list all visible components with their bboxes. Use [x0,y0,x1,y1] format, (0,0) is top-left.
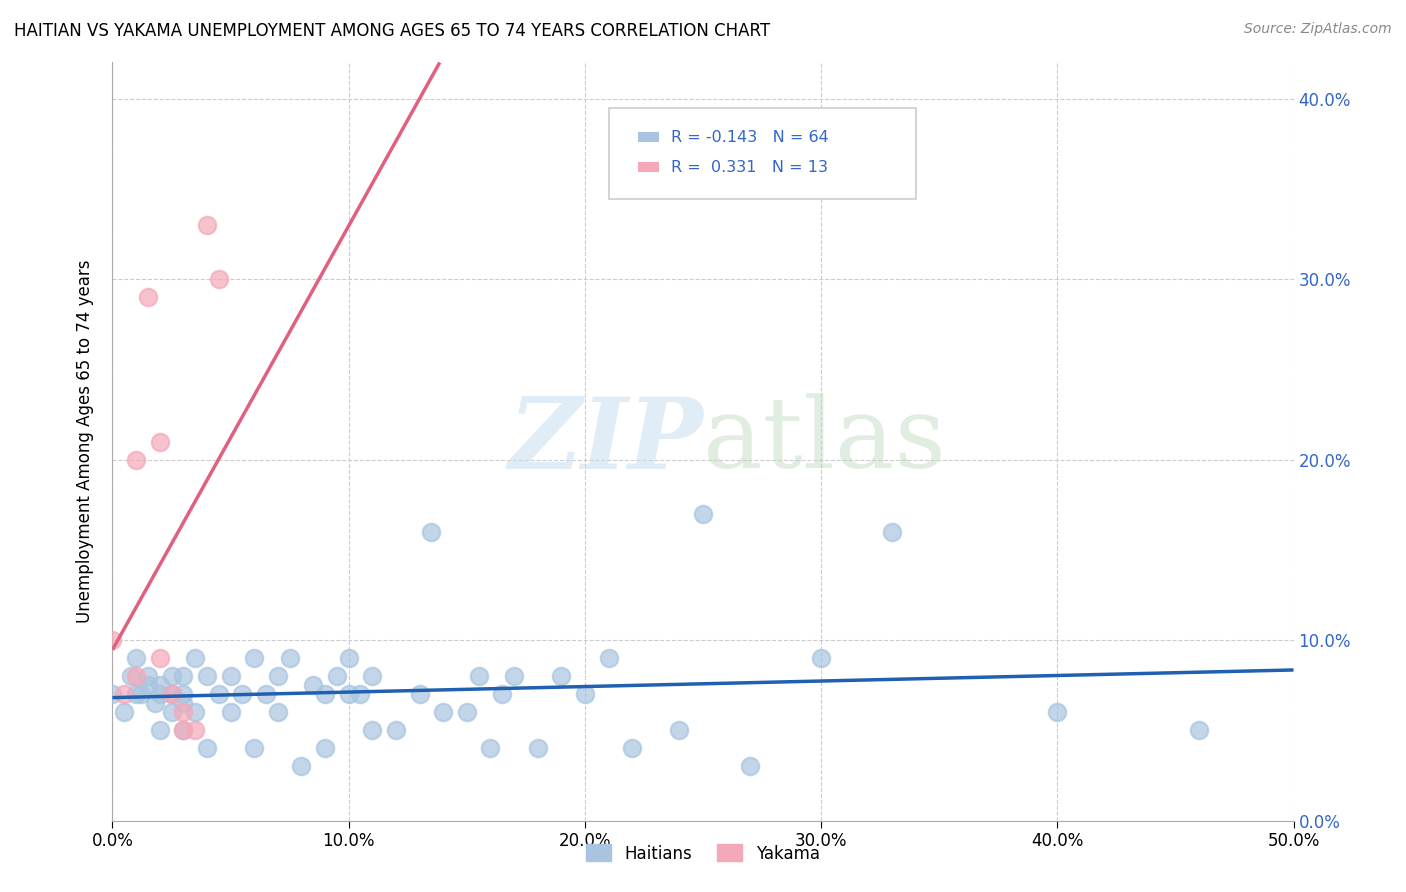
Point [432,706,454,720]
Point [598,651,620,665]
FancyBboxPatch shape [638,162,659,172]
FancyBboxPatch shape [638,132,659,142]
Point [349,687,371,701]
Point [1188,723,1211,738]
Point [136,290,159,304]
Legend: Haitians, Yakama: Haitians, Yakama [579,838,827,869]
Point [302,678,325,692]
Point [149,687,172,701]
Point [125,669,148,683]
Point [172,723,194,738]
Point [195,669,218,683]
Point [149,434,172,449]
Point [160,706,183,720]
Point [491,687,513,701]
Point [160,669,183,683]
Point [456,706,478,720]
Point [129,687,152,701]
Point [149,651,172,665]
Point [621,741,644,756]
Point [267,706,290,720]
Point [143,696,166,710]
Point [172,687,194,701]
Y-axis label: Unemployment Among Ages 65 to 74 years: Unemployment Among Ages 65 to 74 years [76,260,94,624]
Point [267,669,290,683]
Point [231,687,253,701]
Point [184,651,207,665]
Point [125,687,148,701]
Point [880,524,903,539]
Point [467,669,489,683]
Point [172,723,194,738]
Text: R = -0.143   N = 64: R = -0.143 N = 64 [671,129,828,145]
Point [503,669,526,683]
Point [337,687,360,701]
Point [668,723,690,738]
Point [810,651,832,665]
Point [361,669,384,683]
Point [172,696,194,710]
Point [136,669,159,683]
Point [172,669,194,683]
Point [408,687,430,701]
Point [219,706,242,720]
Point [526,741,548,756]
Point [314,687,336,701]
Point [219,669,242,683]
Text: R =  0.331   N = 13: R = 0.331 N = 13 [671,160,828,175]
Point [195,741,218,756]
Point [195,218,218,232]
Point [208,687,231,701]
Point [420,524,443,539]
Point [125,452,148,467]
Point [574,687,596,701]
Point [278,651,301,665]
Point [243,741,266,756]
Point [479,741,502,756]
Text: HAITIAN VS YAKAMA UNEMPLOYMENT AMONG AGES 65 TO 74 YEARS CORRELATION CHART: HAITIAN VS YAKAMA UNEMPLOYMENT AMONG AGE… [14,22,770,40]
Point [314,741,336,756]
Point [149,678,172,692]
Text: Source: ZipAtlas.com: Source: ZipAtlas.com [1244,22,1392,37]
Text: ZIP: ZIP [508,393,703,490]
Point [101,687,124,701]
Point [361,723,384,738]
Point [184,723,207,738]
Point [172,706,194,720]
Point [326,669,349,683]
FancyBboxPatch shape [609,108,915,199]
Point [136,678,159,692]
Point [149,723,172,738]
Point [160,687,183,701]
Point [290,759,312,773]
Point [125,651,148,665]
Text: atlas: atlas [703,393,946,490]
Point [101,633,124,648]
Point [160,687,183,701]
Point [243,651,266,665]
Point [112,706,135,720]
Point [184,706,207,720]
Point [1046,706,1069,720]
Point [692,507,714,521]
Point [112,687,135,701]
Point [550,669,572,683]
Point [385,723,408,738]
Point [208,272,231,286]
Point [337,651,360,665]
Point [740,759,762,773]
Point [254,687,277,701]
Point [120,669,142,683]
